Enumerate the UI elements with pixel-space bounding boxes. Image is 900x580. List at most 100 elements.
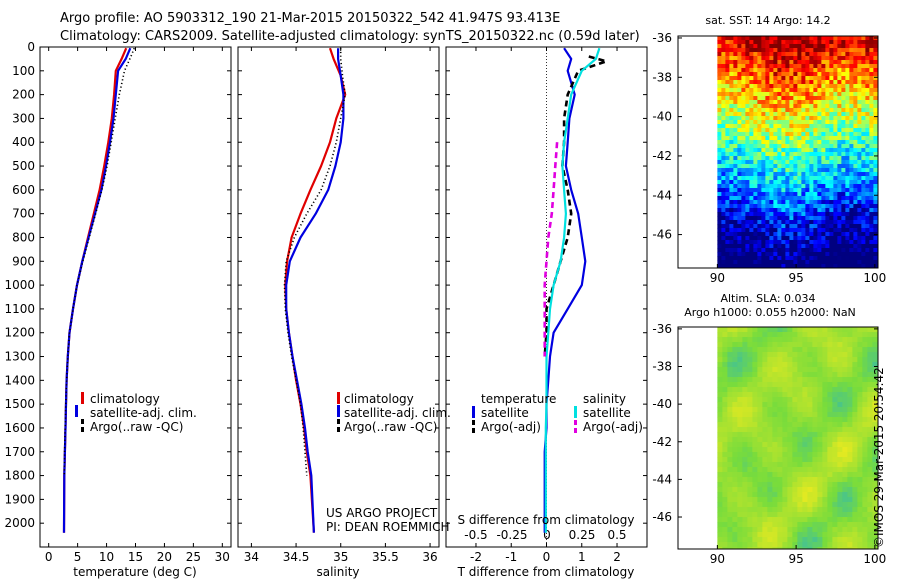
- sst-cell: [869, 240, 874, 245]
- sst-cell: [737, 128, 742, 133]
- sst-cell: [833, 176, 838, 181]
- sst-cell: [809, 92, 814, 97]
- sla-cell: [722, 397, 728, 403]
- sst-cell: [769, 76, 774, 81]
- sst-cell: [801, 72, 806, 77]
- sst-cell: [773, 212, 778, 217]
- sst-cell: [749, 188, 754, 193]
- sla-cell: [717, 347, 723, 353]
- sst-cell: [729, 68, 734, 73]
- sst-cell: [841, 48, 846, 53]
- sla-cell: [737, 527, 743, 533]
- sst-cell: [825, 36, 830, 41]
- sst-cell: [725, 72, 730, 77]
- sst-cell: [821, 48, 826, 53]
- sla-cell: [787, 542, 793, 548]
- sst-cell: [777, 88, 782, 93]
- sst-cell: [765, 56, 770, 61]
- sst-cell: [865, 172, 870, 177]
- x-tick-label: 10: [99, 550, 114, 564]
- sla-cell: [812, 477, 818, 483]
- depth-tick-label: 1300: [4, 350, 35, 364]
- sst-cell: [733, 172, 738, 177]
- sst-cell: [861, 92, 866, 97]
- sst-cell: [873, 236, 878, 241]
- sla-cell: [852, 377, 858, 383]
- sla-map-title-2: Argo h1000: 0.055 h2000: NaN: [684, 306, 856, 319]
- sst-cell: [729, 164, 734, 169]
- sla-cell: [857, 427, 863, 433]
- sla-cell: [857, 337, 863, 343]
- sla-cell: [772, 507, 778, 513]
- sst-cell: [849, 84, 854, 89]
- sla-cell: [827, 492, 833, 498]
- sla-cell: [742, 447, 748, 453]
- sst-cell: [829, 224, 834, 229]
- sst-cell: [873, 132, 878, 137]
- sst-cell: [837, 236, 842, 241]
- sla-cell: [727, 512, 733, 518]
- sst-cell: [861, 192, 866, 197]
- sst-cell: [765, 76, 770, 81]
- sst-cell: [837, 160, 842, 165]
- sst-cell: [833, 260, 838, 265]
- sst-cell: [761, 192, 766, 197]
- sst-cell: [725, 96, 730, 101]
- sla-cell: [737, 382, 743, 388]
- sla-cell: [837, 492, 843, 498]
- sst-cell: [813, 188, 818, 193]
- sst-cell: [745, 48, 750, 53]
- sla-cell: [747, 457, 753, 463]
- sst-cell: [781, 176, 786, 181]
- sst-cell: [797, 60, 802, 65]
- sla-cell: [757, 407, 763, 413]
- sst-cell: [825, 220, 830, 225]
- sst-cell: [737, 224, 742, 229]
- sst-cell: [769, 44, 774, 49]
- sst-cell: [853, 180, 858, 185]
- sst-cell: [801, 40, 806, 45]
- sst-cell: [837, 84, 842, 89]
- sst-cell: [849, 76, 854, 81]
- sst-cell: [817, 72, 822, 77]
- x-tick-label: 15: [128, 550, 143, 564]
- sla-cell: [802, 467, 808, 473]
- sla-cell: [767, 517, 773, 523]
- sst-cell: [817, 88, 822, 93]
- sst-cell: [813, 252, 818, 257]
- sst-cell: [733, 160, 738, 165]
- sst-cell: [757, 160, 762, 165]
- sst-cell: [853, 92, 858, 97]
- sst-cell: [833, 156, 838, 161]
- sst-cell: [873, 72, 878, 77]
- sla-cell: [717, 342, 723, 348]
- sst-cell: [741, 200, 746, 205]
- sst-cell: [833, 56, 838, 61]
- sst-cell: [873, 200, 878, 205]
- sla-cell: [772, 477, 778, 483]
- sla-cell: [747, 517, 753, 523]
- sst-cell: [741, 68, 746, 73]
- sla-cell: [717, 392, 723, 398]
- sst-cell: [869, 176, 874, 181]
- sla-cell: [752, 392, 758, 398]
- sla-cell: [872, 512, 878, 518]
- sst-cell: [797, 80, 802, 85]
- sst-cell: [749, 40, 754, 45]
- sla-cell: [807, 402, 813, 408]
- sst-cell: [737, 176, 742, 181]
- sst-cell: [849, 40, 854, 45]
- sla-cell: [737, 442, 743, 448]
- sst-cell: [785, 160, 790, 165]
- sst-cell: [865, 76, 870, 81]
- sst-cell: [817, 44, 822, 49]
- sla-cell: [757, 367, 763, 373]
- sst-cell: [733, 188, 738, 193]
- sla-cell: [817, 412, 823, 418]
- sla-cell: [747, 507, 753, 513]
- sla-cell: [727, 467, 733, 473]
- map-y-tick-label: -42: [652, 435, 672, 449]
- sla-cell: [777, 442, 783, 448]
- sst-cell: [737, 56, 742, 61]
- sst-cell: [865, 232, 870, 237]
